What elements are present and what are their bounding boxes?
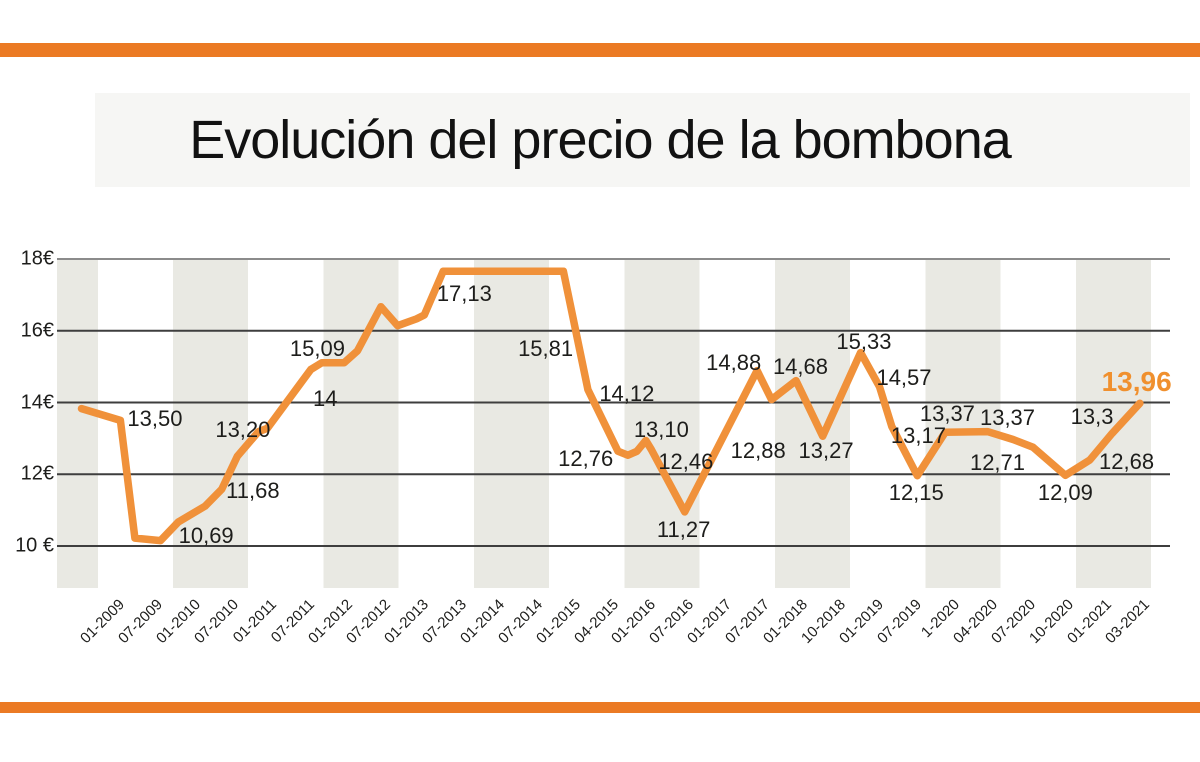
bottom-orange-rule — [0, 702, 1200, 713]
alt-period-band — [474, 259, 549, 588]
alt-period-band — [1076, 259, 1151, 588]
price-line — [77, 267, 1144, 545]
alt-period-band — [57, 259, 98, 588]
title-band — [95, 93, 1190, 187]
chart-title: Evolución del precio de la bombona — [189, 110, 1012, 170]
alt-period-band — [925, 259, 1001, 588]
top-orange-rule — [0, 43, 1200, 57]
alt-period-band — [173, 259, 248, 588]
alt-period-band — [624, 259, 700, 588]
